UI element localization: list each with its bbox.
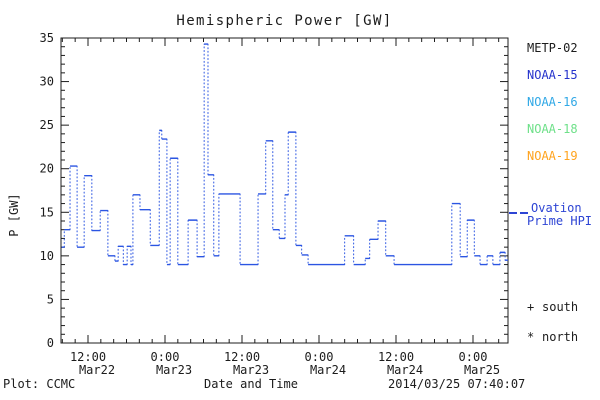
y-tick-label: 10 [40,249,54,263]
legend-marker-south: + south [527,300,578,314]
legend-marker-south-label: south [542,300,579,314]
y-tick-label: 15 [40,205,54,219]
y-tick-label: 25 [40,118,54,132]
plot-timestamp: 2014/03/25 07:40:07 [388,377,526,391]
x-axis-title: Date and Time [204,377,298,391]
legend-item-metp02: METP-02 [527,41,578,55]
legend-marker-north: * north [527,330,578,344]
y-tick-label: 5 [47,292,54,306]
y-tick-label: 35 [40,31,54,45]
x-tick-date-label: Mar23 [156,363,192,377]
chart-title: Hemispheric Power [GW] [176,13,393,29]
legend-satellites: METP-02 NOAA-15 NOAA-16 NOAA-18 NOAA-19 [527,41,578,176]
plot-source-label: Plot: CCMC [3,377,76,391]
x-tick-date-label: Mar22 [79,363,115,377]
x-tick-time-label: 0:00 [459,350,488,364]
y-tick-label: 20 [40,162,54,176]
legend-item-noaa19: NOAA-19 [527,149,578,163]
ovation-line-sample-dash [509,212,517,214]
series-data-bars [61,43,508,266]
y-tick-label: 0 [47,336,54,350]
ovation-line-sample-dash [520,212,528,214]
plot-frame [60,37,509,344]
x-tick-date-label: Mar23 [233,363,269,377]
series-vertical-connectors [63,43,506,266]
x-tick-date-label: Mar24 [310,363,346,377]
x-tick-time-label: 0:00 [305,350,334,364]
legend-item-noaa15: NOAA-15 [527,68,578,82]
legend-item-noaa18: NOAA-18 [527,122,578,136]
asterisk-marker-icon: * [527,330,535,344]
legend-item-noaa16: NOAA-16 [527,95,578,109]
legend-ovation-line1: Ovation [531,201,582,215]
x-tick-date-label: Mar24 [387,363,423,377]
x-tick-time-label: 0:00 [151,350,180,364]
legend-marker-north-label: north [542,330,579,344]
legend-ovation-line2: Prime HPI [527,214,593,228]
x-tick-date-label: Mar25 [464,363,500,377]
plus-marker-icon: + [527,300,535,314]
y-axis-title: P [GW] [7,193,21,237]
x-tick-time-label: 12:00 [224,350,260,364]
x-tick-time-label: 12:00 [70,350,106,364]
y-tick-label: 30 [40,75,54,89]
x-tick-time-label: 12:00 [378,350,414,364]
